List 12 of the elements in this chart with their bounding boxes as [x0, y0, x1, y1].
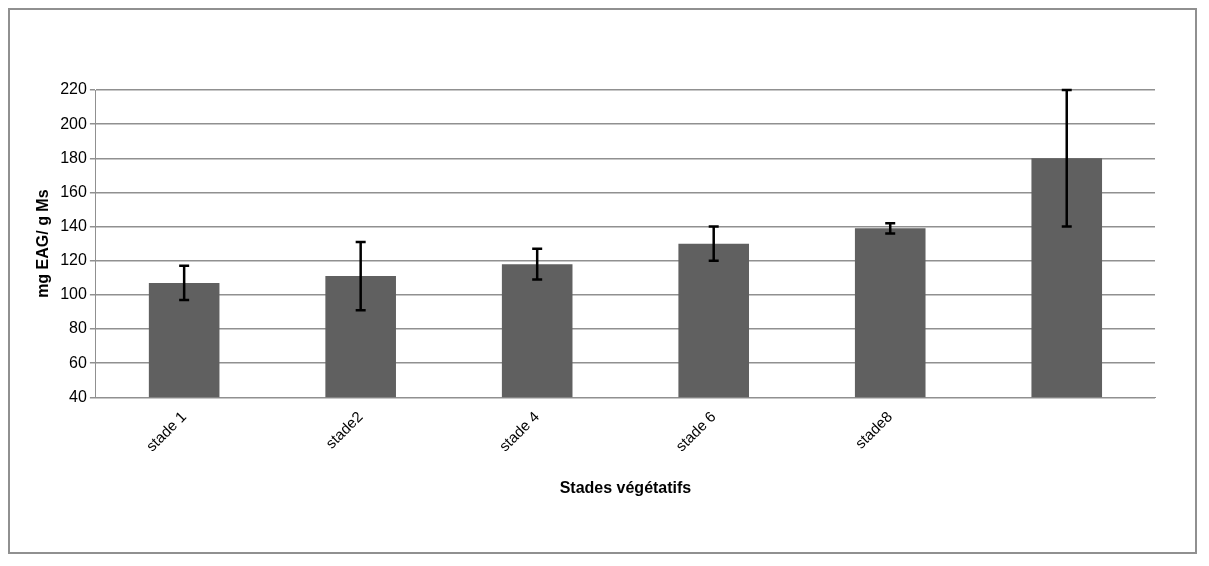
x-axis-title: Stades végétatifs [559, 478, 692, 496]
y-tick-label: 140 [60, 216, 87, 234]
y-axis-title: mg EAG/ g Ms [34, 189, 52, 298]
y-tick-label: 40 [69, 387, 87, 405]
y-tick-label: 120 [60, 251, 87, 269]
y-tick-label: 180 [60, 148, 87, 166]
y-tick-label: 60 [69, 353, 87, 371]
y-tick-label: 160 [60, 182, 87, 200]
y-tick-label: 100 [60, 285, 87, 303]
y-tick-label: 200 [60, 114, 87, 132]
y-tick-label: 220 [60, 80, 87, 98]
y-tick-label: 80 [69, 319, 87, 337]
